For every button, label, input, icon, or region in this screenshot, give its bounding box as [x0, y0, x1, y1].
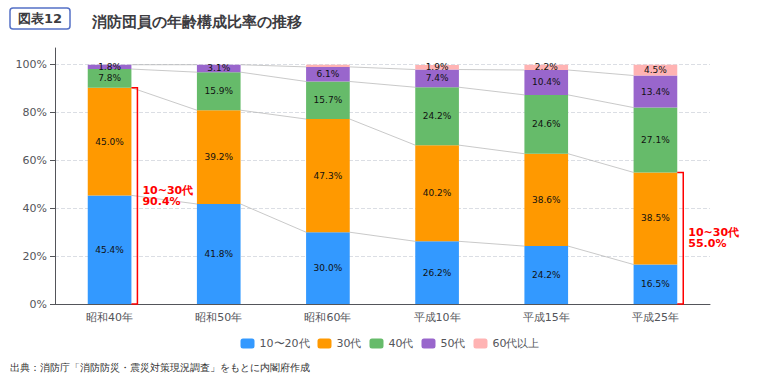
- svg-text:40.2%: 40.2%: [423, 188, 452, 198]
- svg-text:平成25年: 平成25年: [632, 311, 679, 324]
- svg-text:39.2%: 39.2%: [204, 152, 233, 162]
- svg-text:26.2%: 26.2%: [423, 268, 452, 278]
- svg-text:13.4%: 13.4%: [641, 87, 670, 97]
- svg-text:24.2%: 24.2%: [423, 111, 452, 121]
- svg-text:40代: 40代: [389, 337, 414, 350]
- svg-text:1.9%: 1.9%: [426, 62, 449, 72]
- svg-text:45.0%: 45.0%: [95, 137, 124, 147]
- svg-text:80%: 80%: [23, 106, 47, 119]
- svg-text:55.0%: 55.0%: [688, 237, 726, 250]
- svg-text:10〜20代: 10〜20代: [260, 337, 310, 350]
- svg-text:60%: 60%: [23, 154, 47, 167]
- svg-text:2.2%: 2.2%: [535, 62, 558, 72]
- svg-text:昭和40年: 昭和40年: [86, 311, 133, 324]
- svg-text:昭和60年: 昭和60年: [304, 311, 351, 324]
- svg-text:10~30代: 10~30代: [142, 183, 194, 197]
- svg-text:27.1%: 27.1%: [641, 135, 670, 145]
- svg-text:0%: 0%: [30, 298, 47, 311]
- svg-text:24.2%: 24.2%: [532, 270, 561, 280]
- svg-text:45.4%: 45.4%: [95, 245, 124, 255]
- svg-text:24.6%: 24.6%: [532, 119, 561, 129]
- svg-text:1.8%: 1.8%: [98, 62, 121, 72]
- svg-text:10.4%: 10.4%: [532, 77, 561, 87]
- svg-text:15.7%: 15.7%: [314, 95, 343, 105]
- svg-text:昭和50年: 昭和50年: [195, 311, 242, 324]
- svg-text:平成15年: 平成15年: [523, 311, 570, 324]
- svg-text:90.4%: 90.4%: [142, 195, 180, 208]
- svg-text:38.6%: 38.6%: [532, 195, 561, 205]
- svg-text:38.5%: 38.5%: [641, 213, 670, 223]
- svg-text:出典：消防庁「消防防災・震災対策現況調査」をもとに内閣府作成: 出典：消防庁「消防防災・震災対策現況調査」をもとに内閣府作成: [10, 362, 310, 373]
- svg-text:15.9%: 15.9%: [204, 86, 233, 96]
- svg-text:50代: 50代: [440, 337, 465, 350]
- svg-text:60代以上: 60代以上: [492, 337, 539, 350]
- svg-text:20%: 20%: [23, 250, 47, 263]
- svg-text:図表12: 図表12: [18, 11, 62, 26]
- svg-text:7.4%: 7.4%: [426, 73, 449, 83]
- svg-text:6.1%: 6.1%: [316, 69, 339, 79]
- svg-text:100%: 100%: [16, 58, 47, 71]
- svg-text:41.8%: 41.8%: [204, 249, 233, 259]
- svg-text:40%: 40%: [23, 202, 47, 215]
- svg-text:平成10年: 平成10年: [414, 311, 461, 324]
- svg-text:10~30代: 10~30代: [688, 226, 740, 240]
- svg-text:47.3%: 47.3%: [314, 171, 343, 181]
- svg-text:7.8%: 7.8%: [98, 73, 121, 83]
- svg-text:4.5%: 4.5%: [644, 65, 667, 75]
- svg-text:16.5%: 16.5%: [641, 279, 670, 289]
- svg-text:3.1%: 3.1%: [207, 63, 230, 73]
- svg-text:30代: 30代: [337, 337, 362, 350]
- svg-text:30.0%: 30.0%: [314, 263, 343, 273]
- svg-text:消防団員の年齢構成比率の推移: 消防団員の年齢構成比率の推移: [91, 13, 302, 31]
